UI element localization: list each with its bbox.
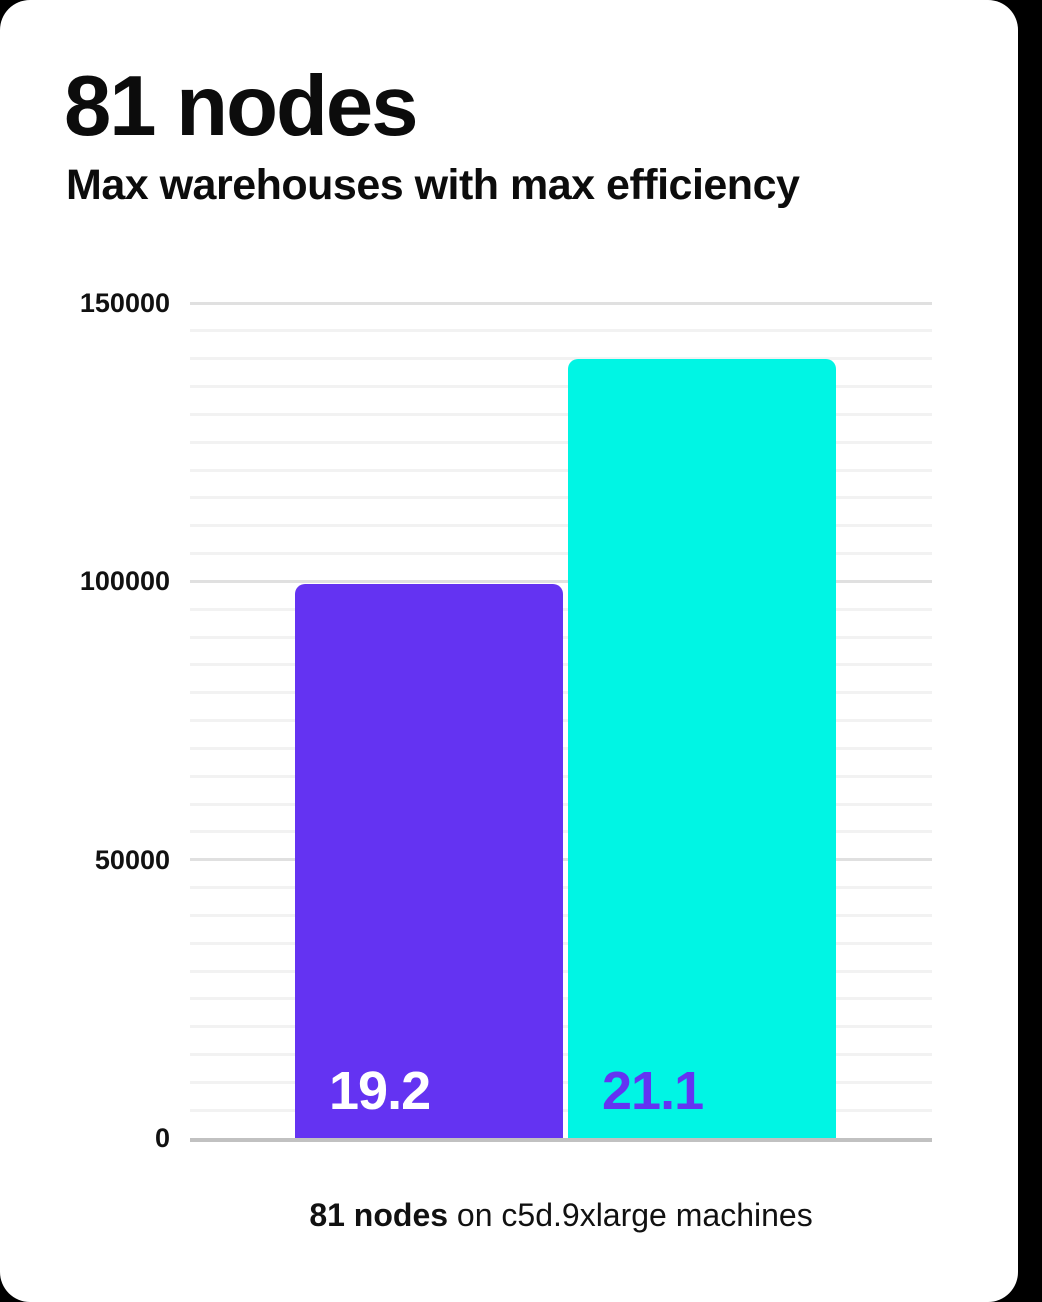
- minor-gridline: [190, 440, 932, 444]
- y-axis: 0 50000 100000 150000: [40, 288, 170, 1153]
- bar-value-label: 19.2: [329, 1061, 431, 1121]
- bar-1: 19.2: [295, 584, 563, 1138]
- minor-gridline: [190, 552, 932, 555]
- x-axis-line: [190, 1138, 932, 1142]
- y-tick-label: 0: [154, 1123, 170, 1153]
- bar-value-label: 21.1: [602, 1061, 704, 1121]
- chart-subtitle: Max warehouses with max efficiency: [66, 161, 800, 209]
- minor-gridline: [190, 385, 932, 388]
- chart-card: 81 nodes Max warehouses with max efficie…: [0, 0, 1018, 1302]
- minor-gridline: [190, 468, 932, 472]
- minor-gridline: [190, 329, 932, 333]
- minor-gridline: [190, 496, 932, 500]
- minor-gridline: [190, 357, 932, 361]
- bar-2: 21.1: [568, 358, 836, 1138]
- minor-gridline: [190, 524, 932, 528]
- caption: 81 nodes on c5d.9xlarge machines: [190, 1196, 932, 1234]
- major-gridline: [190, 579, 932, 583]
- plot-area: 19.2 21.1: [190, 301, 932, 1142]
- y-tick-label: 150000: [79, 288, 170, 318]
- caption-regular-text: on c5d.9xlarge machines: [448, 1197, 813, 1233]
- caption-bold-text: 81 nodes: [309, 1197, 449, 1233]
- chart-title: 81 nodes: [64, 59, 418, 154]
- y-tick-label: 50000: [94, 844, 170, 875]
- y-tick-label: 100000: [79, 566, 170, 597]
- major-gridline: [190, 301, 932, 305]
- minor-gridline: [190, 412, 932, 416]
- bars: 19.2 21.1: [190, 303, 932, 1138]
